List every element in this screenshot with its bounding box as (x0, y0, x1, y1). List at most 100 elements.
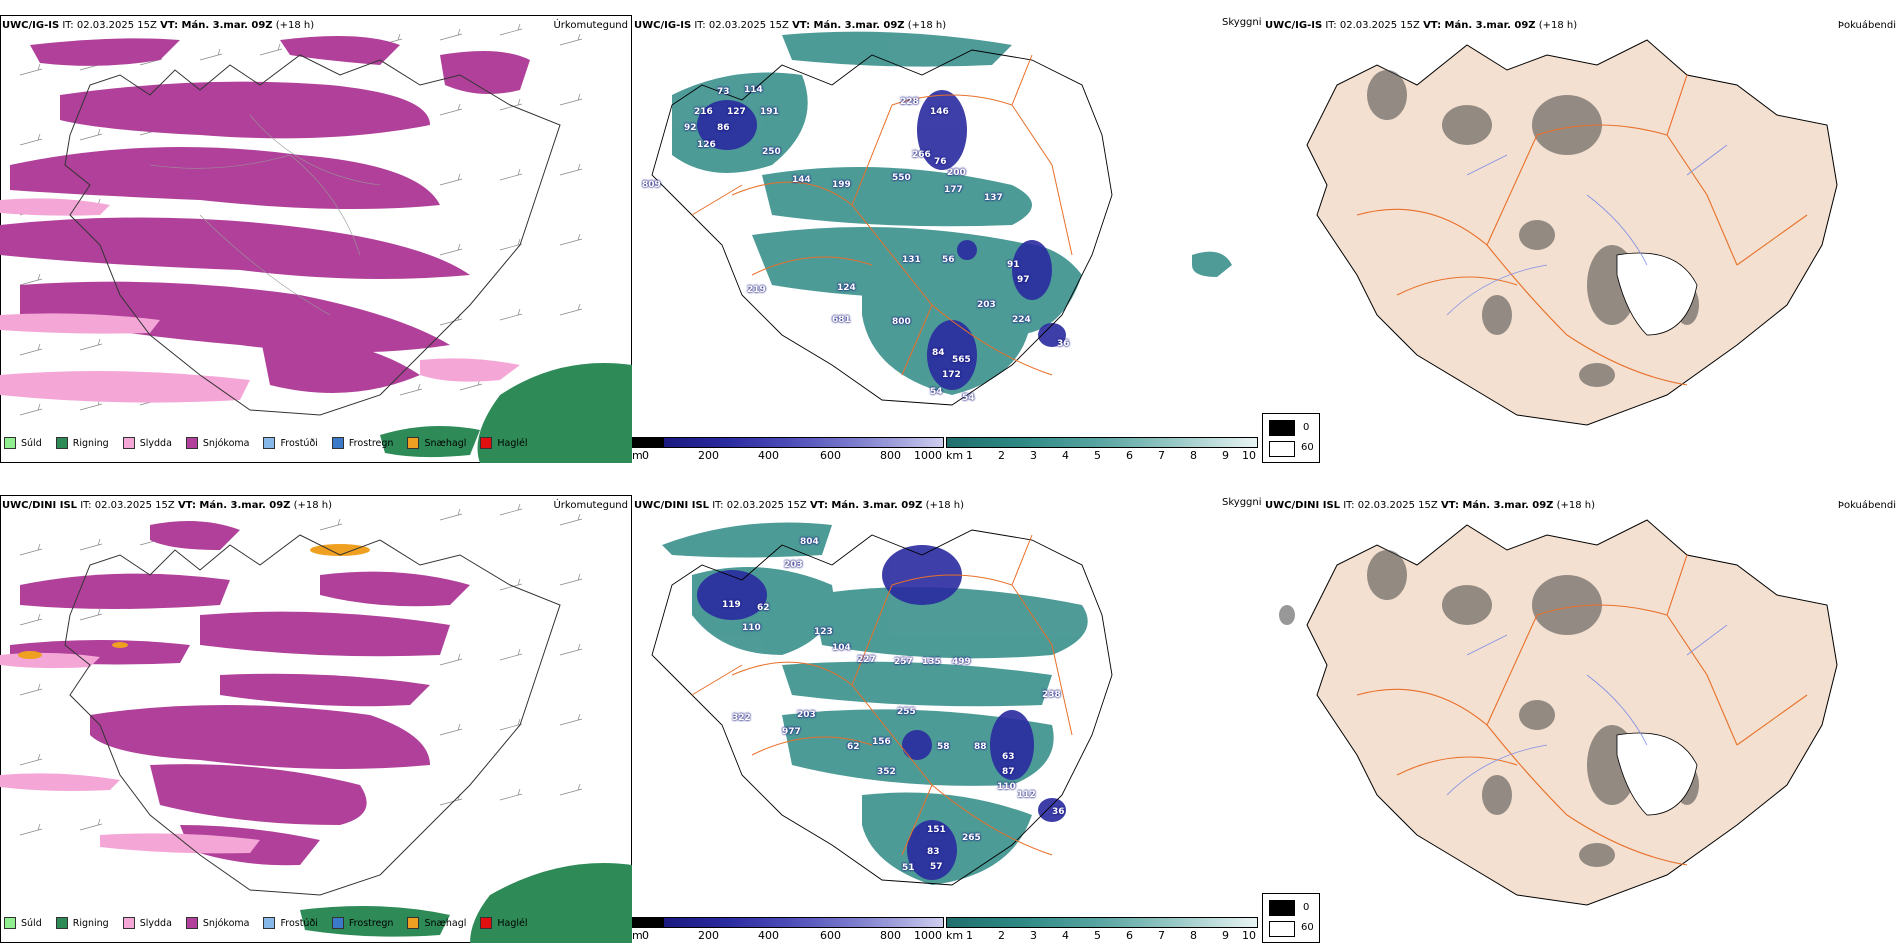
visibility-title-row1: UWC/IG-IS IT: 02.03.2025 15Z VT: Mán. 3.… (634, 20, 947, 31)
visibility-value-label: 87 (1002, 767, 1015, 777)
fog-panel-row1: UWC/IG-IS IT: 02.03.2025 15Z VT: Mán. 3.… (1262, 15, 1900, 463)
visibility-value-label: 62 (847, 742, 860, 752)
precip-name-row1: Úrkomutegund (553, 20, 628, 31)
legend-item-frostudi: Frostúði (263, 917, 318, 929)
visibility-value-label: 804 (800, 537, 819, 547)
visibility-value-label: 84 (932, 348, 945, 358)
visibility-value-label: 88 (974, 742, 987, 752)
visibility-value-label: 124 (837, 283, 856, 293)
visibility-value-label: 322 (732, 713, 751, 723)
visibility-value-label: 112 (1017, 790, 1036, 800)
precip-panel-row1: UWC/IG-IS IT: 02.03.2025 15Z VT: Mán. 3.… (0, 15, 632, 463)
visibility-value-label: 54 (962, 393, 975, 403)
fog-title-row1: UWC/IG-IS IT: 02.03.2025 15Z VT: Mán. 3.… (1265, 20, 1578, 31)
fog-map-row1 (1306, 39, 1838, 426)
visibility-value-label: 91 (1007, 260, 1020, 270)
roads-vis (691, 54, 1073, 376)
visibility-value-label: 238 (1042, 690, 1061, 700)
visibility-value-label: 56 (942, 255, 955, 265)
fog-white-area (1616, 252, 1698, 336)
visibility-value-label: 83 (927, 847, 940, 857)
visibility-value-label: 156 (872, 737, 891, 747)
visibility-value-label: 137 (984, 193, 1003, 203)
fog-legend-row2: 0 60 (1262, 893, 1320, 943)
legend-item-snaehagl: Snæhagl (407, 437, 466, 449)
precip-map-row1 (0, 15, 632, 463)
legend-item-snjokoma: Snjókoma (185, 437, 249, 449)
visibility-value-label: 63 (1002, 752, 1015, 762)
rain-bands (380, 363, 632, 463)
precip-name-row2: Úrkomutegund (553, 500, 628, 511)
visibility-value-label: 97 (1017, 275, 1030, 285)
visibility-value-label: 565 (952, 355, 971, 365)
visibility-value-label: 681 (832, 315, 851, 325)
visibility-title-row2: UWC/DINI ISL IT: 02.03.2025 15Z VT: Mán.… (634, 500, 965, 511)
snow-bands (0, 36, 530, 393)
visibility-value-label: 58 (937, 742, 950, 752)
visibility-map-row2 (651, 522, 1113, 886)
precip-title-row2: UWC/DINI ISL IT: 02.03.2025 15Z VT: Mán.… (2, 500, 333, 511)
visibility-value-label: 127 (727, 107, 746, 117)
visibility-value-label: 191 (760, 107, 779, 117)
visibility-value-label: 104 (832, 643, 851, 653)
visibility-value-label: 203 (977, 300, 996, 310)
fog-indicator-dark (1367, 70, 1699, 387)
precip-panel-row2: UWC/DINI ISL IT: 02.03.2025 15Z VT: Mán.… (0, 495, 632, 943)
visibility-value-label: 54 (930, 387, 943, 397)
visibility-value-label: 36 (1057, 339, 1070, 349)
fog-name-row1: Þokuábendi (1837, 20, 1896, 31)
visibility-value-label: 203 (784, 560, 803, 570)
legend-item-rigning: Rigning (55, 917, 109, 929)
visibility-value-label: 352 (877, 767, 896, 777)
visibility-value-label: 224 (1012, 315, 1031, 325)
fog-name-row2: Þokuábendi (1837, 500, 1896, 511)
fog-title-row2: UWC/DINI ISL IT: 02.03.2025 15Z VT: Mán.… (1265, 500, 1596, 511)
visibility-value-label: 123 (814, 627, 833, 637)
visibility-value-label: 199 (832, 180, 851, 190)
visibility-value-label: 977 (782, 727, 801, 737)
legend-item-frostregn: Frostregn (331, 917, 393, 929)
visibility-value-label: 114 (744, 85, 763, 95)
visibility-value-label: 76 (934, 157, 947, 167)
visibility-value-label: 86 (717, 123, 730, 133)
visibility-value-label: 144 (792, 175, 811, 185)
precip-legend-row1: Súld Rigning Slydda Snjókoma Frostúði Fr… (4, 437, 542, 449)
visibility-value-label: 216 (694, 107, 713, 117)
visibility-value-label: 550 (892, 173, 911, 183)
visibility-value-label: 265 (962, 833, 981, 843)
precip-map-row2 (0, 495, 632, 943)
visibility-value-label: 135 (922, 657, 941, 667)
visibility-value-label: 57 (930, 862, 943, 872)
visibility-value-label: 51 (902, 863, 915, 873)
visibility-value-label: 73 (717, 87, 730, 97)
rivers-fog (1446, 144, 1728, 316)
visibility-value-label: 36 (1052, 807, 1065, 817)
visibility-value-label: 257 (894, 657, 913, 667)
legend-item-haglel: Haglél (480, 917, 528, 929)
legend-item-sudl: Súld (4, 917, 42, 929)
visibility-map-row1 (651, 31, 1232, 406)
visibility-panel-row2: UWC/DINI ISL IT: 02.03.2025 15Z VT: Mán.… (632, 495, 1267, 943)
visibility-value-label: 172 (942, 370, 961, 380)
iceland-outline-vis (651, 49, 1113, 406)
visibility-value-label: 800 (892, 317, 911, 327)
legend-item-haglel: Haglél (480, 437, 528, 449)
visibility-value-label: 62 (757, 603, 770, 613)
legend-item-frostudi: Frostúði (263, 437, 318, 449)
visibility-value-label: 266 (912, 150, 931, 160)
legend-item-snjokoma: Snjókoma (185, 917, 249, 929)
legend-item-rigning: Rigning (55, 437, 109, 449)
visibility-value-label: 92 (684, 123, 697, 133)
visibility-name-row2: Skyggni (1222, 497, 1262, 508)
visibility-value-label: 110 (997, 782, 1016, 792)
visibility-value-label: 131 (902, 255, 921, 265)
legend-item-slydda: Slydda (122, 437, 172, 449)
visibility-value-label: 203 (797, 710, 816, 720)
legend-item-slydda: Slydda (122, 917, 172, 929)
very-low-visibility-spots (697, 90, 1066, 390)
visibility-value-label: 200 (947, 168, 966, 178)
precip-legend-row2: Súld Rigning Slydda Snjókoma Frostúði Fr… (4, 917, 542, 929)
visibility-name-row1: Skyggni (1222, 17, 1262, 28)
legend-item-snaehagl: Snæhagl (407, 917, 466, 929)
iceland-outline (64, 54, 561, 416)
